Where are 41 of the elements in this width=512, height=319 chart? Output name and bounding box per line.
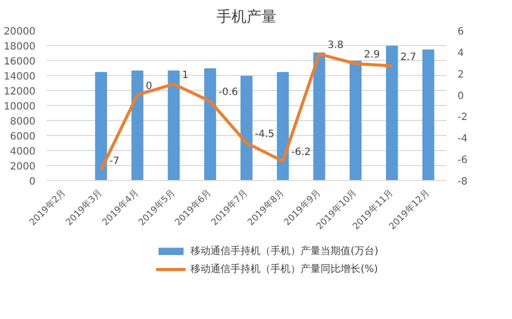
data-label: 0	[146, 80, 152, 92]
bar	[204, 68, 216, 180]
bar	[422, 50, 434, 180]
y-tick-label: 0	[29, 176, 36, 188]
y2-tick-label: -2	[458, 112, 468, 124]
legend-label: 移动通信手持机（手机）产量同比增长(%)	[190, 262, 378, 276]
y2-tick-label: 2	[458, 69, 464, 80]
y-tick-label: 2000	[10, 162, 36, 172]
data-label: 2.9	[364, 50, 380, 61]
bar	[350, 60, 362, 180]
bar	[95, 72, 107, 180]
data-label: -7	[109, 156, 120, 167]
y2-tick-label: -4	[458, 134, 468, 145]
y-tick-label: 4000	[10, 146, 36, 158]
y2-tick-label: 0	[458, 90, 464, 102]
data-label: -0.6	[218, 87, 238, 98]
data-label: 2.7	[400, 52, 416, 63]
y-tick-label: 20000	[4, 26, 36, 38]
legend-label: 移动通信手持机（手机）产量当期值(万台)	[190, 244, 378, 258]
bar	[168, 70, 180, 180]
bar	[240, 76, 252, 180]
y-tick-label: 14000	[4, 72, 36, 82]
data-label: 3.8	[328, 40, 344, 52]
y-tick-label: 8000	[10, 116, 36, 128]
y-tick-label: 12000	[4, 86, 36, 98]
data-label: 1	[182, 70, 189, 82]
bar	[313, 52, 326, 180]
y-tick-label: 10000	[4, 102, 36, 112]
y2-tick-label: 4	[458, 48, 464, 59]
y-tick-label: 18000	[4, 42, 36, 52]
bar	[386, 46, 398, 180]
y-tick-label: 16000	[4, 56, 36, 68]
y2-tick-label: -6	[458, 155, 468, 166]
bar	[276, 72, 289, 180]
y-tick-label: 6000	[10, 132, 36, 142]
chart-title: 手机产量	[216, 8, 276, 26]
y2-tick-label: 6	[458, 26, 464, 38]
data-label: -6.2	[291, 147, 311, 158]
data-label: -4.5	[254, 129, 274, 140]
y2-tick-label: -8	[458, 176, 468, 188]
bar	[131, 70, 144, 180]
